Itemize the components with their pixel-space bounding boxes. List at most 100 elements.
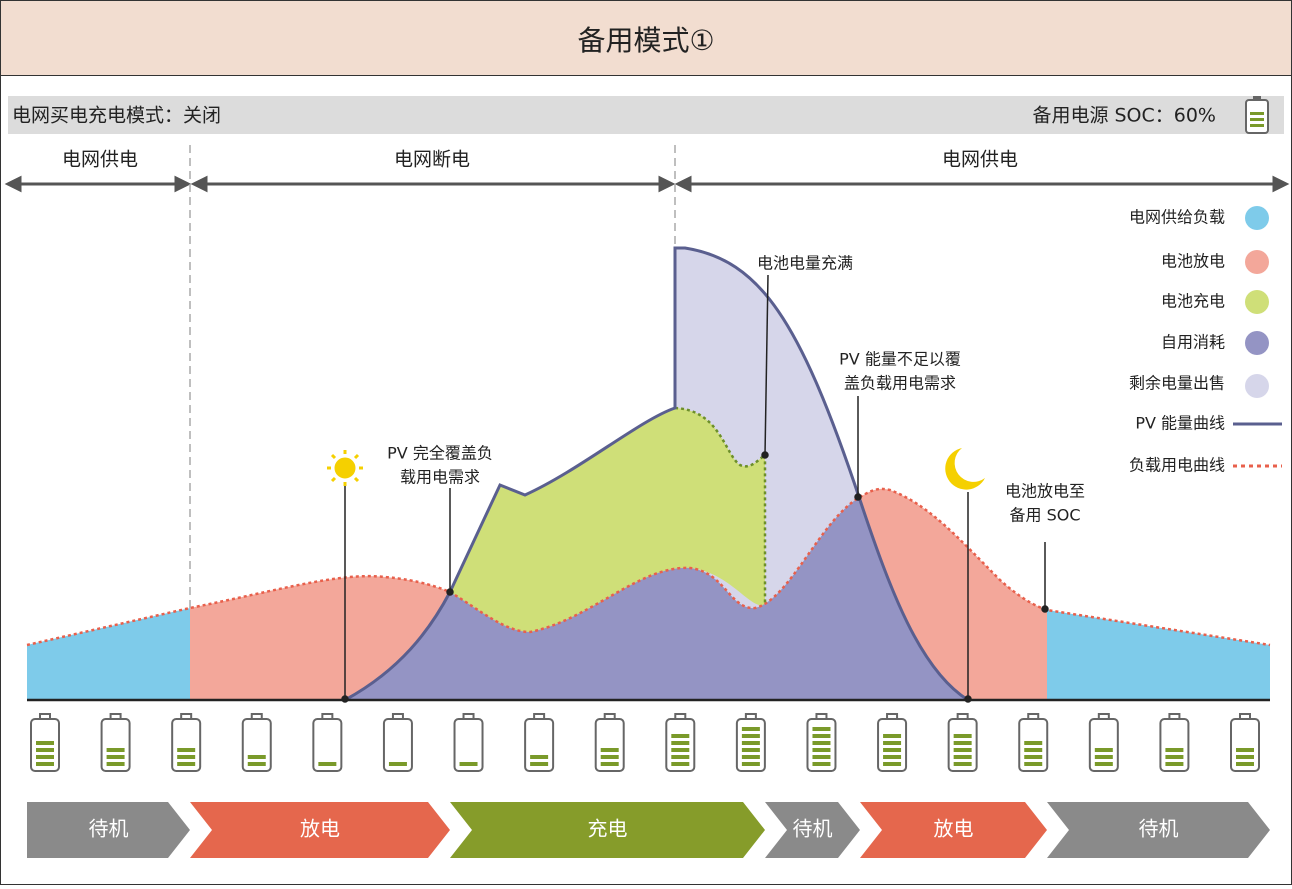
battery-body <box>382 718 413 772</box>
stage-row: 待机 放电 充电 待机 放电 待机 <box>27 802 1270 858</box>
battery-bar <box>177 748 196 752</box>
battery-bar <box>812 762 831 766</box>
title: 备用模式① <box>577 24 714 57</box>
battery-bar <box>530 762 549 766</box>
battery-bar <box>600 755 619 759</box>
battery <box>1088 713 1119 772</box>
battery-bar <box>671 755 690 759</box>
dividers <box>189 145 676 700</box>
battery-bar <box>812 755 831 759</box>
battery-bar <box>953 741 972 745</box>
battery-bar <box>1236 755 1254 759</box>
period-label: 电网供电 <box>942 149 1018 171</box>
legend-label: 电池充电 <box>1161 292 1225 311</box>
battery <box>453 713 484 772</box>
battery-bar <box>318 762 337 766</box>
stage-arrow <box>190 802 450 858</box>
legend-label: 自用消耗 <box>1161 333 1225 352</box>
battery-bar <box>600 762 619 766</box>
battery-bar <box>741 748 760 752</box>
battery <box>947 713 978 772</box>
battery-bar <box>1094 755 1113 759</box>
stage-arrow <box>1047 802 1270 858</box>
battery <box>594 713 625 772</box>
period-label: 电网供电 <box>62 149 138 171</box>
battery-bar <box>106 748 125 752</box>
status-bar <box>8 96 1284 134</box>
battery-bar <box>671 741 690 745</box>
annotation: 电池放电至 <box>1005 482 1085 501</box>
battery-bar <box>106 762 125 766</box>
stage-arrow <box>27 802 190 858</box>
battery-bar <box>883 762 902 766</box>
battery <box>877 713 908 772</box>
battery-bar <box>247 755 266 759</box>
battery-charge-area <box>450 408 765 632</box>
battery-row <box>30 713 1260 772</box>
battery-bar <box>953 748 972 752</box>
battery-bar <box>741 734 760 738</box>
battery-bar <box>459 762 478 766</box>
battery-bar <box>1024 741 1043 745</box>
battery-bar <box>812 727 831 731</box>
battery-bar <box>530 755 549 759</box>
battery-bar <box>883 748 902 752</box>
pv-curve <box>344 246 969 702</box>
battery-bar <box>671 734 690 738</box>
grid-supply-area <box>1047 610 1270 700</box>
battery <box>382 713 413 772</box>
battery-bar <box>1024 748 1043 752</box>
battery-bar <box>953 762 972 766</box>
sun-icon <box>327 450 363 486</box>
battery-bar <box>883 755 902 759</box>
legend-label: 负载用电曲线 <box>1129 456 1225 475</box>
battery-bar <box>106 755 125 759</box>
stage-label: 待机 <box>793 817 833 841</box>
battery-bar <box>177 762 196 766</box>
battery-bar <box>388 762 407 766</box>
stage-arrow <box>860 802 1047 858</box>
legend-swatch <box>1245 331 1269 355</box>
battery <box>171 713 202 772</box>
battery-bar <box>812 741 831 745</box>
legend-label: 电网供给负载 <box>1129 208 1225 227</box>
status-left: 电网买电充电模式：关闭 <box>12 105 221 127</box>
moon-icon <box>945 448 985 490</box>
battery-bar <box>741 762 760 766</box>
period-arrows <box>4 175 1290 193</box>
battery-bar <box>671 748 690 752</box>
grid-supply-area <box>27 608 190 700</box>
battery-bar <box>1236 762 1254 766</box>
battery <box>30 713 60 772</box>
stage-label: 待机 <box>89 817 129 841</box>
legend-swatch <box>1245 290 1269 314</box>
status-battery <box>1245 96 1269 134</box>
battery-bar <box>1165 748 1184 752</box>
battery-body <box>312 718 343 772</box>
battery <box>100 713 131 772</box>
battery <box>1018 713 1049 772</box>
battery <box>241 713 272 772</box>
legend-label: 电池放电 <box>1161 252 1225 271</box>
annotation: 备用 SOC <box>1009 506 1080 525</box>
battery <box>312 713 343 772</box>
legend-swatch <box>1245 250 1269 274</box>
legend-label: 剩余电量出售 <box>1129 374 1225 393</box>
battery-bar <box>247 762 266 766</box>
battery-bar <box>36 741 54 745</box>
battery-bar <box>741 741 760 745</box>
legend-label: PV 能量曲线 <box>1135 414 1225 433</box>
title-band <box>0 0 1292 76</box>
stage-label: 待机 <box>1139 817 1179 841</box>
legend-swatch <box>1245 374 1269 398</box>
battery-bar <box>36 762 54 766</box>
battery-bar <box>883 741 902 745</box>
battery-bar <box>600 748 619 752</box>
battery <box>806 713 837 772</box>
callouts <box>341 274 1049 703</box>
battery-bar <box>1094 748 1113 752</box>
battery-bar <box>1236 748 1254 752</box>
battery-bar <box>812 734 831 738</box>
battery-bar <box>1024 762 1043 766</box>
